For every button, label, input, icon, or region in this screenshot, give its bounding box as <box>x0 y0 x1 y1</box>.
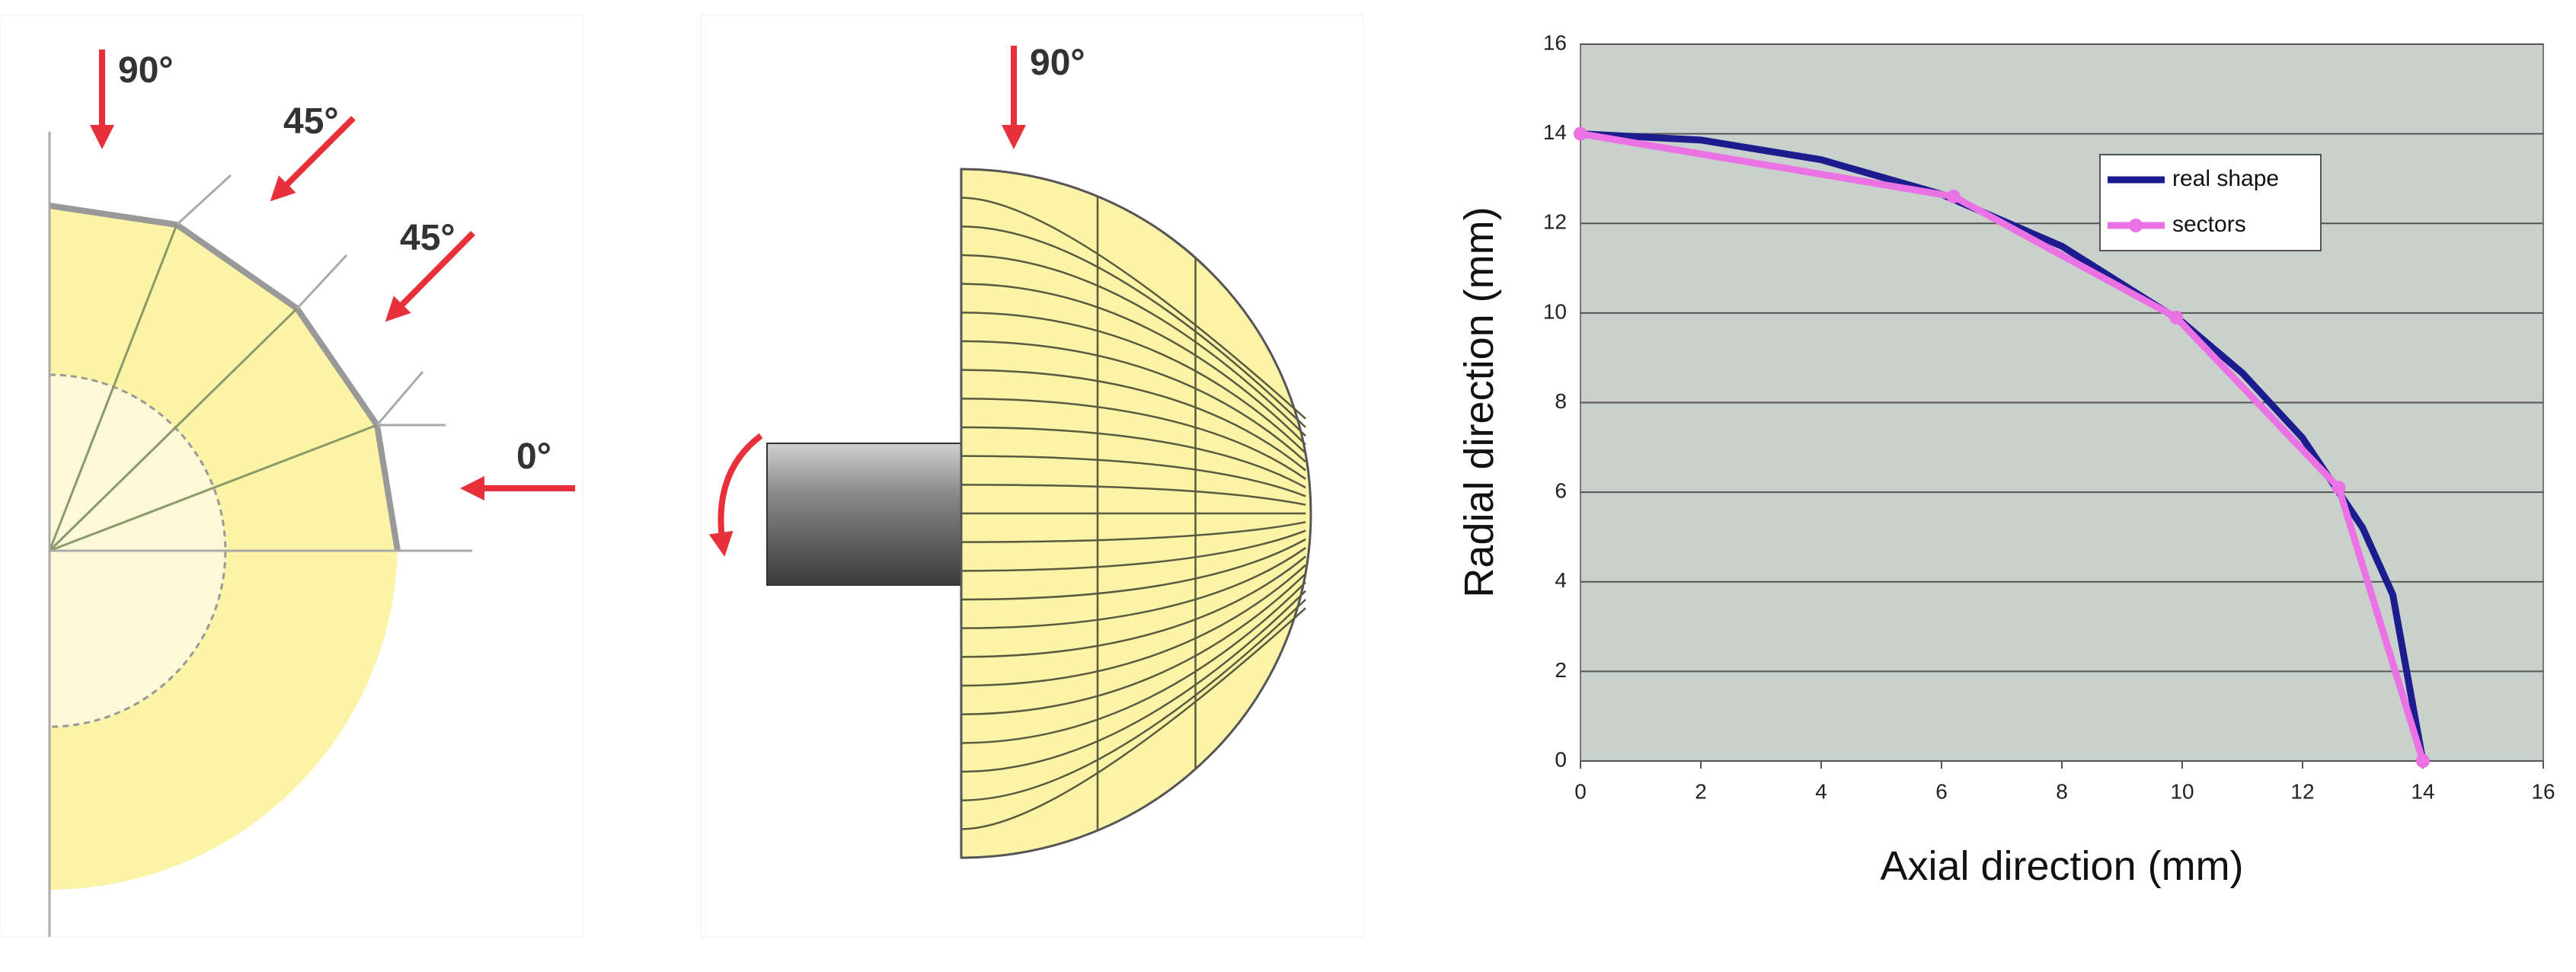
meridian <box>960 455 1306 497</box>
x-tick-label: 12 <box>2290 779 2314 803</box>
meridian <box>960 225 1306 428</box>
meridian <box>960 369 1306 472</box>
rays <box>48 224 378 552</box>
y-tick-label: 0 <box>1555 747 1567 771</box>
y-tick-label: 16 <box>1543 30 1567 54</box>
y-tick-label: 10 <box>1543 299 1567 323</box>
mesh-lines <box>960 196 1306 831</box>
middle-diagram: 90° <box>700 14 1364 938</box>
y-tick-label: 12 <box>1543 210 1567 234</box>
meridian <box>960 573 1306 715</box>
meridian <box>960 426 1306 489</box>
angle-label: 0° <box>516 436 551 477</box>
x-tick-label: 8 <box>2056 779 2068 803</box>
legend-label: sectors <box>2172 212 2246 237</box>
angle-label: 90° <box>118 50 174 91</box>
meridian <box>960 340 1306 463</box>
shaft <box>766 443 962 586</box>
legend-marker <box>2129 219 2143 232</box>
meridian <box>960 529 1306 572</box>
arrows <box>90 50 575 500</box>
chart: Axial direction (mm) Radial direction (m… <box>1456 30 2555 889</box>
x-tick-label: 4 <box>1815 779 1827 803</box>
x-tick-label: 14 <box>2411 779 2434 803</box>
x-tick-label: 16 <box>2531 779 2555 803</box>
meridian <box>960 607 1306 830</box>
y-axis-title: Radial direction (mm) <box>1456 206 1502 597</box>
meridian <box>960 555 1306 658</box>
y-tick-label: 6 <box>1555 479 1567 503</box>
meridian <box>960 564 1306 687</box>
meridian <box>960 599 1306 801</box>
x-axis-title: Axial direction (mm) <box>1880 843 2243 889</box>
marker <box>1946 189 1961 203</box>
x-tick-label: 2 <box>1695 779 1707 803</box>
marker <box>2332 481 2346 495</box>
meridian <box>960 547 1306 629</box>
arrows <box>708 46 1026 557</box>
meridian <box>960 197 1306 420</box>
normals <box>48 132 472 937</box>
y-tick-label: 2 <box>1555 658 1567 682</box>
meridian <box>960 590 1306 773</box>
meridian <box>960 581 1306 744</box>
y-tick-label: 14 <box>1543 120 1567 144</box>
legend <box>2099 154 2322 251</box>
angle-label: 90° <box>1030 43 1085 83</box>
meridian <box>960 521 1306 543</box>
x-tick-label: 6 <box>1935 779 1948 803</box>
angle-label: 45° <box>400 218 455 258</box>
marker <box>1574 126 1587 141</box>
meridian <box>960 484 1306 506</box>
meridian <box>960 312 1306 454</box>
marker <box>2169 310 2184 325</box>
meridian <box>960 283 1306 446</box>
legend-label: real shape <box>2172 166 2279 191</box>
y-tick-label: 4 <box>1555 568 1567 592</box>
meridian <box>960 254 1306 437</box>
angle-label: 45° <box>283 101 339 142</box>
meridian <box>960 398 1306 480</box>
left-diagram: 90° 45° 45° 0° <box>0 14 583 938</box>
x-tick-label: 10 <box>2170 779 2194 803</box>
meridian <box>960 538 1306 601</box>
x-tick-label: 0 <box>1574 779 1587 803</box>
marker <box>2416 754 2430 768</box>
y-tick-label: 8 <box>1555 389 1567 413</box>
